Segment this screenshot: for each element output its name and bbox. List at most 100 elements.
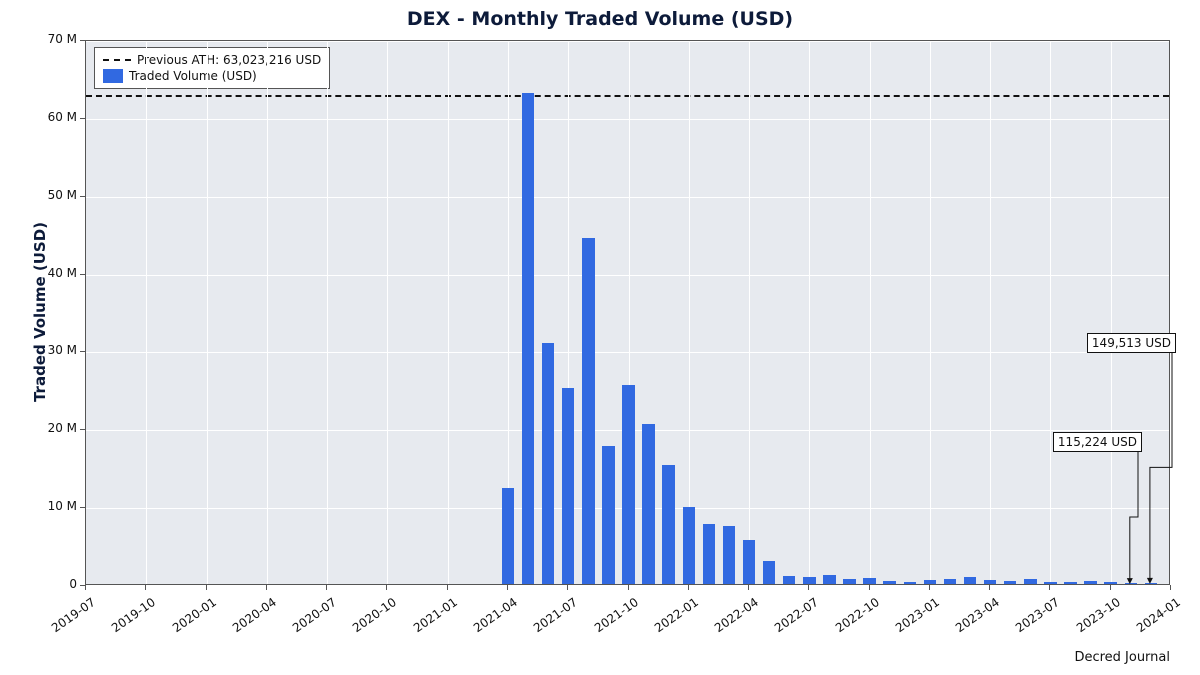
- x-tick-label: 2023-10: [1070, 595, 1123, 638]
- y-tick-label: 50 M: [22, 188, 77, 202]
- y-grid-line: [86, 352, 1169, 353]
- x-tick-mark: [386, 585, 387, 590]
- volume-bar: [1024, 579, 1036, 584]
- x-tick-mark: [447, 585, 448, 590]
- legend-volume-label: Traded Volume (USD): [129, 69, 257, 83]
- x-tick-mark: [1170, 585, 1171, 590]
- volume-bar: [924, 580, 936, 584]
- x-tick-label: 2021-01: [407, 595, 460, 638]
- x-tick-mark: [567, 585, 568, 590]
- x-grid-line: [327, 41, 328, 584]
- credit-label: Decred Journal: [1074, 650, 1170, 665]
- x-grid-line: [990, 41, 991, 584]
- x-tick-label: 2020-04: [226, 595, 279, 638]
- volume-bar: [662, 465, 674, 584]
- legend-dash-icon: [103, 59, 131, 61]
- y-tick-label: 60 M: [22, 110, 77, 124]
- y-tick-label: 20 M: [22, 421, 77, 435]
- volume-bar: [743, 540, 755, 584]
- volume-bar: [703, 524, 715, 584]
- x-tick-label: 2022-10: [829, 595, 882, 638]
- y-axis-label: Traded Volume (USD): [31, 212, 49, 412]
- volume-bar: [502, 488, 514, 584]
- volume-bar: [1104, 582, 1116, 584]
- x-tick-mark: [688, 585, 689, 590]
- y-grid-line: [86, 275, 1169, 276]
- y-tick-label: 40 M: [22, 266, 77, 280]
- volume-bar: [582, 238, 594, 584]
- x-grid-line: [1050, 41, 1051, 584]
- volume-bar: [1044, 582, 1056, 584]
- x-tick-label: 2021-07: [527, 595, 580, 638]
- x-grid-line: [930, 41, 931, 584]
- plot-area: Previous ATH: 63,023,216 USD Traded Volu…: [85, 40, 1170, 585]
- x-tick-label: 2019-07: [45, 595, 98, 638]
- volume-bar: [823, 575, 835, 584]
- legend-item-ath: Previous ATH: 63,023,216 USD: [103, 52, 321, 68]
- volume-bar: [723, 526, 735, 584]
- x-tick-mark: [326, 585, 327, 590]
- volume-bar: [622, 385, 634, 584]
- chart-title: DEX - Monthly Traded Volume (USD): [0, 8, 1200, 30]
- y-grid-line: [86, 119, 1169, 120]
- volume-bar: [803, 577, 815, 584]
- volume-bar: [1084, 581, 1096, 584]
- x-tick-label: 2022-07: [768, 595, 821, 638]
- legend-box-icon: [103, 69, 123, 83]
- annotation-label: 115,224 USD: [1053, 432, 1142, 452]
- x-grid-line: [267, 41, 268, 584]
- x-tick-mark: [929, 585, 930, 590]
- volume-bar: [562, 388, 574, 584]
- volume-bar: [843, 579, 855, 584]
- x-tick-label: 2020-10: [346, 595, 399, 638]
- x-grid-line: [870, 41, 871, 584]
- volume-bar: [602, 446, 614, 584]
- x-tick-mark: [628, 585, 629, 590]
- x-tick-label: 2023-07: [1009, 595, 1062, 638]
- y-tick-label: 70 M: [22, 32, 77, 46]
- x-tick-mark: [989, 585, 990, 590]
- volume-bar: [683, 507, 695, 584]
- legend-ath-label: Previous ATH: 63,023,216 USD: [137, 53, 321, 67]
- x-grid-line: [448, 41, 449, 584]
- x-grid-line: [1111, 41, 1112, 584]
- x-tick-label: 2023-01: [889, 595, 942, 638]
- x-tick-mark: [748, 585, 749, 590]
- x-tick-label: 2024-01: [1130, 595, 1183, 638]
- y-tick-label: 10 M: [22, 499, 77, 513]
- y-tick-mark: [80, 196, 85, 197]
- y-tick-label: 0: [22, 577, 77, 591]
- y-tick-mark: [80, 429, 85, 430]
- x-tick-label: 2022-04: [708, 595, 761, 638]
- volume-bar: [1064, 582, 1076, 584]
- y-tick-mark: [80, 118, 85, 119]
- x-tick-mark: [507, 585, 508, 590]
- y-grid-line: [86, 41, 1169, 42]
- y-tick-mark: [80, 351, 85, 352]
- volume-bar: [542, 343, 554, 584]
- y-tick-mark: [80, 40, 85, 41]
- legend-item-volume: Traded Volume (USD): [103, 68, 321, 84]
- volume-bar: [883, 581, 895, 584]
- x-tick-mark: [869, 585, 870, 590]
- ath-reference-line: [86, 95, 1169, 97]
- x-grid-line: [749, 41, 750, 584]
- y-tick-label: 30 M: [22, 343, 77, 357]
- volume-bar: [783, 576, 795, 584]
- annotation-label: 149,513 USD: [1087, 333, 1176, 353]
- volume-bar: [964, 577, 976, 584]
- x-tick-mark: [1049, 585, 1050, 590]
- y-grid-line: [86, 197, 1169, 198]
- volume-bar: [863, 578, 875, 584]
- x-tick-label: 2019-10: [105, 595, 158, 638]
- x-grid-line: [809, 41, 810, 584]
- x-grid-line: [387, 41, 388, 584]
- volume-bar: [1125, 583, 1137, 584]
- y-tick-mark: [80, 507, 85, 508]
- x-tick-mark: [206, 585, 207, 590]
- volume-bar: [984, 580, 996, 584]
- x-tick-label: 2020-01: [165, 595, 218, 638]
- x-grid-line: [146, 41, 147, 584]
- volume-bar: [1004, 581, 1016, 584]
- x-tick-label: 2021-10: [587, 595, 640, 638]
